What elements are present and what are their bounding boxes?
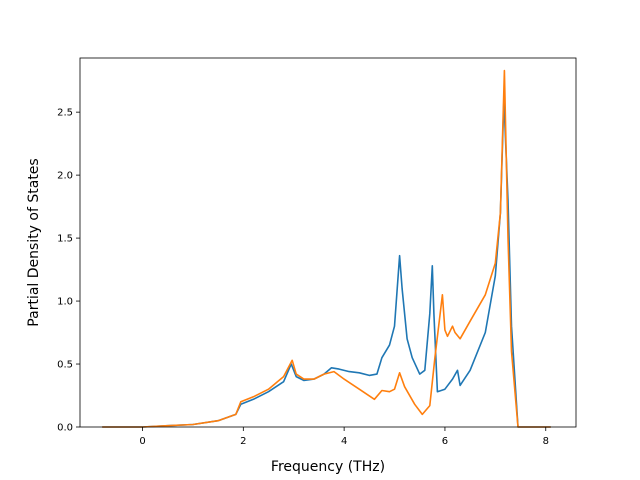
y-tick-label: 1.0 [57, 297, 73, 308]
y-axis-ticks: 0.0 0.5 1.0 1.5 2.0 2.5 [57, 108, 80, 434]
series-line-1 [102, 98, 551, 428]
axes-frame [79, 57, 577, 428]
y-tick-label: 0.0 [57, 423, 73, 434]
x-tick-label: 4 [341, 436, 347, 447]
x-tick-label: 6 [442, 436, 448, 447]
x-axis-ticks: 0 2 4 6 8 [139, 427, 549, 447]
y-axis-label: Partial Density of States [26, 158, 42, 326]
y-tick-label: 0.5 [57, 360, 73, 371]
y-tick-label: 2.5 [57, 108, 73, 119]
plot-lines [102, 69, 551, 428]
x-tick-label: 0 [139, 436, 145, 447]
x-axis-label: Frequency (THz) [271, 459, 385, 475]
x-tick-label: 8 [543, 436, 549, 447]
series-line-2 [102, 69, 551, 428]
y-tick-label: 1.5 [57, 234, 73, 245]
x-tick-label: 2 [240, 436, 246, 447]
y-tick-label: 2.0 [57, 171, 73, 182]
